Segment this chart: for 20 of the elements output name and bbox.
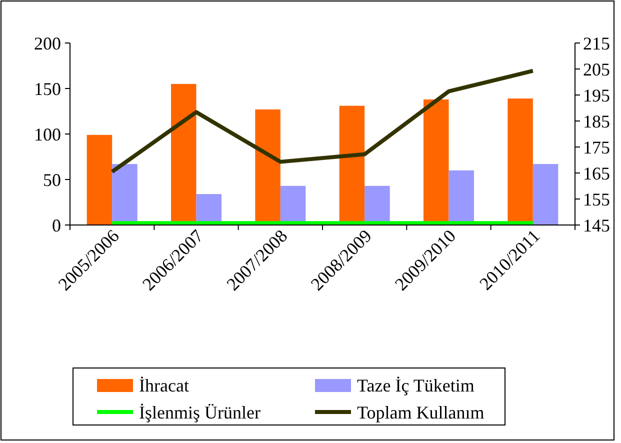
- bar: [532, 164, 558, 225]
- legend-label: İhracat: [139, 375, 189, 396]
- y-tick-label: 150: [34, 78, 61, 99]
- y2-tick-label: 155: [583, 189, 610, 210]
- legend-label: Taze İç Tüketim: [357, 375, 474, 396]
- y-tick-label: 0: [52, 215, 61, 236]
- y-tick-label: 100: [34, 124, 61, 144]
- bar: [86, 134, 112, 225]
- legend-label: İşlenmiş Ürünler: [139, 402, 260, 422]
- y2-tick-label: 165: [583, 163, 610, 184]
- y-tick-label: 200: [34, 33, 61, 54]
- y2-tick-label: 215: [583, 33, 610, 54]
- y2-tick-label: 205: [583, 59, 610, 80]
- legend-label: Toplam Kullanım: [357, 402, 484, 422]
- y2-tick-label: 145: [583, 215, 610, 236]
- y2-tick-label: 195: [583, 85, 610, 106]
- y-tick-label: 50: [43, 170, 61, 190]
- line-series: [110, 68, 535, 174]
- y2-tick-label: 185: [583, 111, 610, 132]
- y2-tick-label: 175: [583, 137, 610, 158]
